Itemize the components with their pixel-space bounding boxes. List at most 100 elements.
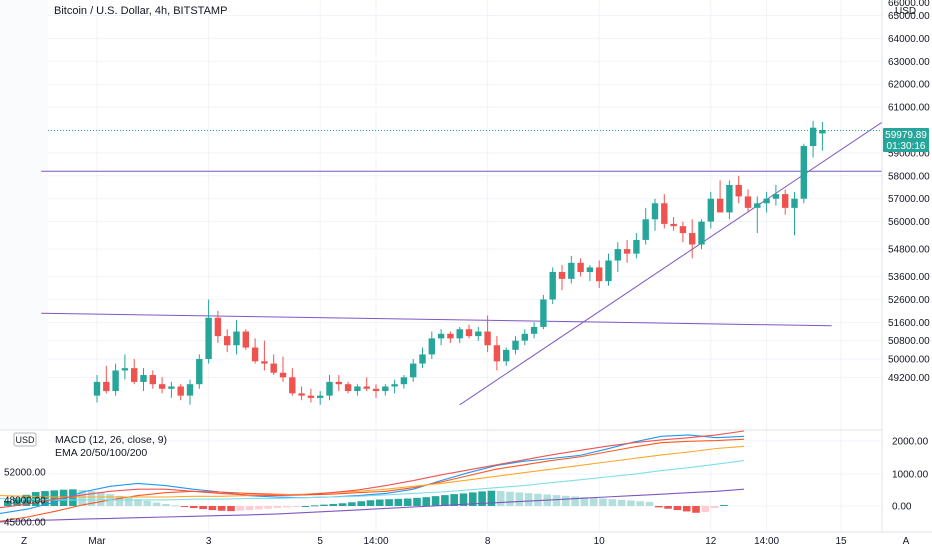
histogram-bar — [682, 506, 691, 512]
candle[interactable] — [205, 299, 212, 364]
candle[interactable] — [586, 265, 594, 282]
candle[interactable] — [596, 260, 603, 289]
candle[interactable] — [726, 180, 733, 220]
candle[interactable] — [605, 253, 612, 286]
candle[interactable] — [670, 217, 677, 231]
candlestick-series[interactable] — [93, 120, 826, 405]
candle[interactable] — [716, 180, 724, 213]
candle[interactable] — [530, 322, 538, 339]
macd-legend[interactable]: MACD (12, 26, close, 9) — [55, 434, 167, 446]
candle[interactable] — [521, 329, 528, 346]
candle[interactable] — [614, 242, 621, 272]
candle[interactable] — [326, 375, 333, 401]
candle[interactable] — [577, 258, 584, 277]
candle[interactable] — [679, 221, 687, 243]
candle[interactable] — [317, 391, 324, 405]
candle[interactable] — [140, 368, 147, 392]
candle[interactable] — [177, 384, 184, 401]
candle-body — [716, 198, 724, 213]
candle[interactable] — [270, 354, 277, 376]
auto-scale-button[interactable]: A — [903, 536, 910, 547]
candle[interactable] — [642, 207, 649, 245]
candle[interactable] — [698, 219, 705, 250]
candle[interactable] — [344, 381, 352, 394]
candle[interactable] — [158, 377, 166, 394]
histogram-bar — [441, 495, 449, 506]
candle[interactable] — [196, 354, 203, 389]
candle[interactable] — [772, 184, 780, 206]
candle[interactable] — [279, 356, 287, 382]
candle[interactable] — [651, 198, 659, 231]
candle[interactable] — [475, 326, 482, 341]
candle[interactable] — [633, 233, 640, 259]
histogram-bar — [134, 499, 142, 506]
candle[interactable] — [112, 363, 119, 396]
candle[interactable] — [363, 377, 370, 392]
left-scale-badge[interactable]: USD — [13, 432, 37, 447]
candle[interactable] — [456, 326, 463, 343]
candle[interactable] — [354, 384, 361, 396]
candle[interactable] — [131, 359, 138, 385]
candle[interactable] — [782, 189, 789, 215]
candle[interactable] — [428, 331, 435, 359]
candle[interactable] — [410, 359, 417, 382]
candle[interactable] — [251, 338, 259, 364]
candle[interactable] — [419, 347, 426, 369]
candle[interactable] — [103, 365, 110, 394]
candle[interactable] — [224, 329, 231, 353]
candle[interactable] — [186, 379, 194, 405]
axis-currency-label: USD — [895, 6, 916, 17]
candle[interactable] — [568, 255, 575, 284]
candle[interactable] — [233, 320, 240, 355]
candle[interactable] — [447, 331, 454, 343]
candle[interactable] — [465, 324, 473, 339]
candle[interactable] — [800, 143, 807, 204]
candle[interactable] — [540, 294, 547, 330]
candle[interactable] — [493, 336, 501, 371]
time-axis[interactable]: Mar 3 5 14:00 8 10 12 14:00 15 — [88, 536, 847, 547]
candle[interactable] — [214, 310, 222, 343]
candle[interactable] — [484, 315, 491, 353]
candle[interactable] — [689, 219, 696, 259]
candle[interactable] — [707, 191, 714, 229]
candle[interactable] — [503, 347, 510, 366]
price-axis[interactable]: 66000.00 65000.00 64000.00 63000.00 62000.00… — [888, 0, 930, 384]
candle[interactable] — [298, 386, 305, 401]
candle[interactable] — [763, 191, 770, 213]
candle[interactable] — [437, 329, 445, 346]
candle[interactable] — [335, 375, 342, 392]
candle[interactable] — [754, 196, 761, 234]
candle[interactable] — [289, 368, 296, 396]
candle[interactable] — [168, 381, 175, 398]
candle[interactable] — [819, 121, 826, 151]
candle[interactable] — [558, 265, 566, 291]
candle[interactable] — [623, 239, 631, 263]
zoom-button[interactable]: Z — [21, 536, 27, 547]
ema-legend[interactable]: EMA 20/50/100/200 — [55, 447, 147, 459]
histogram-bar — [394, 498, 403, 506]
candle[interactable] — [400, 375, 408, 389]
candle[interactable] — [382, 384, 389, 396]
candle[interactable] — [93, 375, 101, 403]
candle-body — [242, 331, 249, 348]
candle[interactable] — [512, 336, 519, 355]
candle[interactable] — [307, 388, 315, 403]
candle[interactable] — [121, 354, 129, 380]
candle[interactable] — [149, 370, 156, 389]
candle[interactable] — [391, 379, 398, 394]
candle[interactable] — [735, 175, 742, 204]
range-top-line[interactable] — [41, 312, 832, 327]
candle[interactable] — [661, 194, 668, 229]
indicator-axis[interactable]: 2000.00 1000.00 0.00 52000.00 48000.00 45000.… — [4, 437, 929, 529]
candle[interactable] — [791, 191, 798, 236]
candle[interactable] — [242, 329, 249, 350]
candle[interactable] — [809, 120, 817, 158]
histogram-bar — [617, 499, 626, 506]
candle[interactable] — [261, 340, 268, 371]
candle[interactable] — [372, 384, 380, 398]
candle[interactable] — [744, 189, 752, 213]
candle[interactable] — [549, 267, 556, 305]
candle-body — [447, 333, 454, 339]
